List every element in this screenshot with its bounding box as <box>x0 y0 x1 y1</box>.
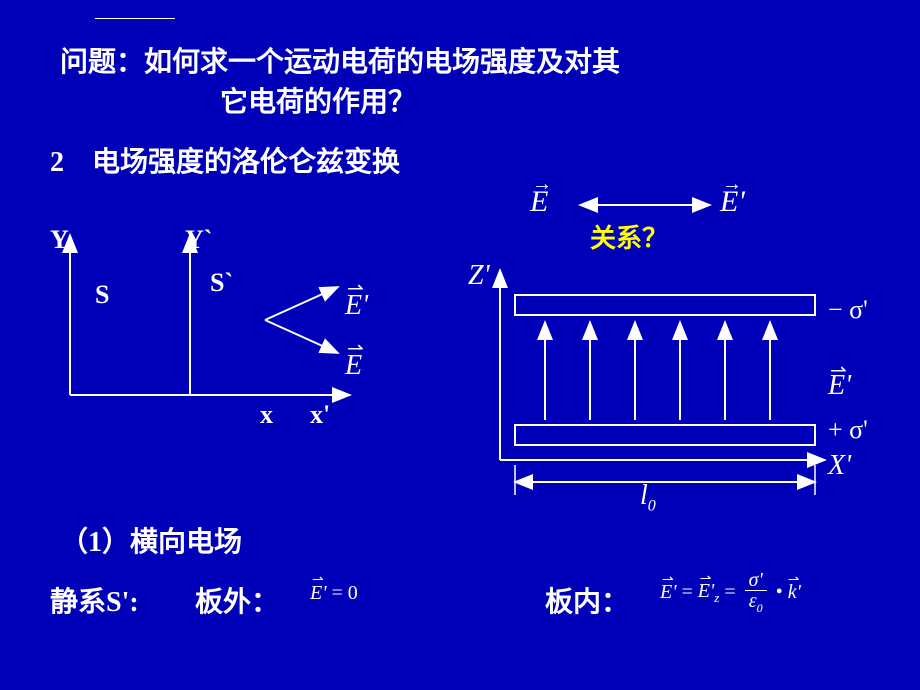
equation-outside: ⇀ E' = 0 <box>310 582 358 605</box>
vector-Ep-top: →E' <box>720 185 745 219</box>
subsection-heading: （1）横向电场 <box>60 520 242 560</box>
outside-label: 板外： <box>195 580 279 620</box>
question-line-2: 它电荷的作用？ <box>220 80 416 120</box>
relation-arrow <box>575 195 715 215</box>
capacitor-diagram <box>475 260 835 500</box>
section-heading: 2 电场强度的洛伦仑兹变换 <box>50 140 400 180</box>
vector-Ep-left: ⇀E' <box>345 290 368 322</box>
left-axes-diagram <box>50 225 370 415</box>
equation-inside: ⇀ E' = ⇀ E'z = σ' ε0 • ⇀ k' <box>660 570 801 614</box>
inside-label: 板内： <box>545 580 629 620</box>
question-line-1: 问题：如何求一个运动电荷的电场强度及对其 <box>60 40 620 80</box>
vector-E-top: →E <box>530 185 548 219</box>
vector-E-left: ⇀E <box>345 350 362 382</box>
static-frame-label: 静系S': <box>50 580 139 620</box>
decorative-underline <box>95 18 175 19</box>
relation-question: 关系？ <box>590 218 668 255</box>
